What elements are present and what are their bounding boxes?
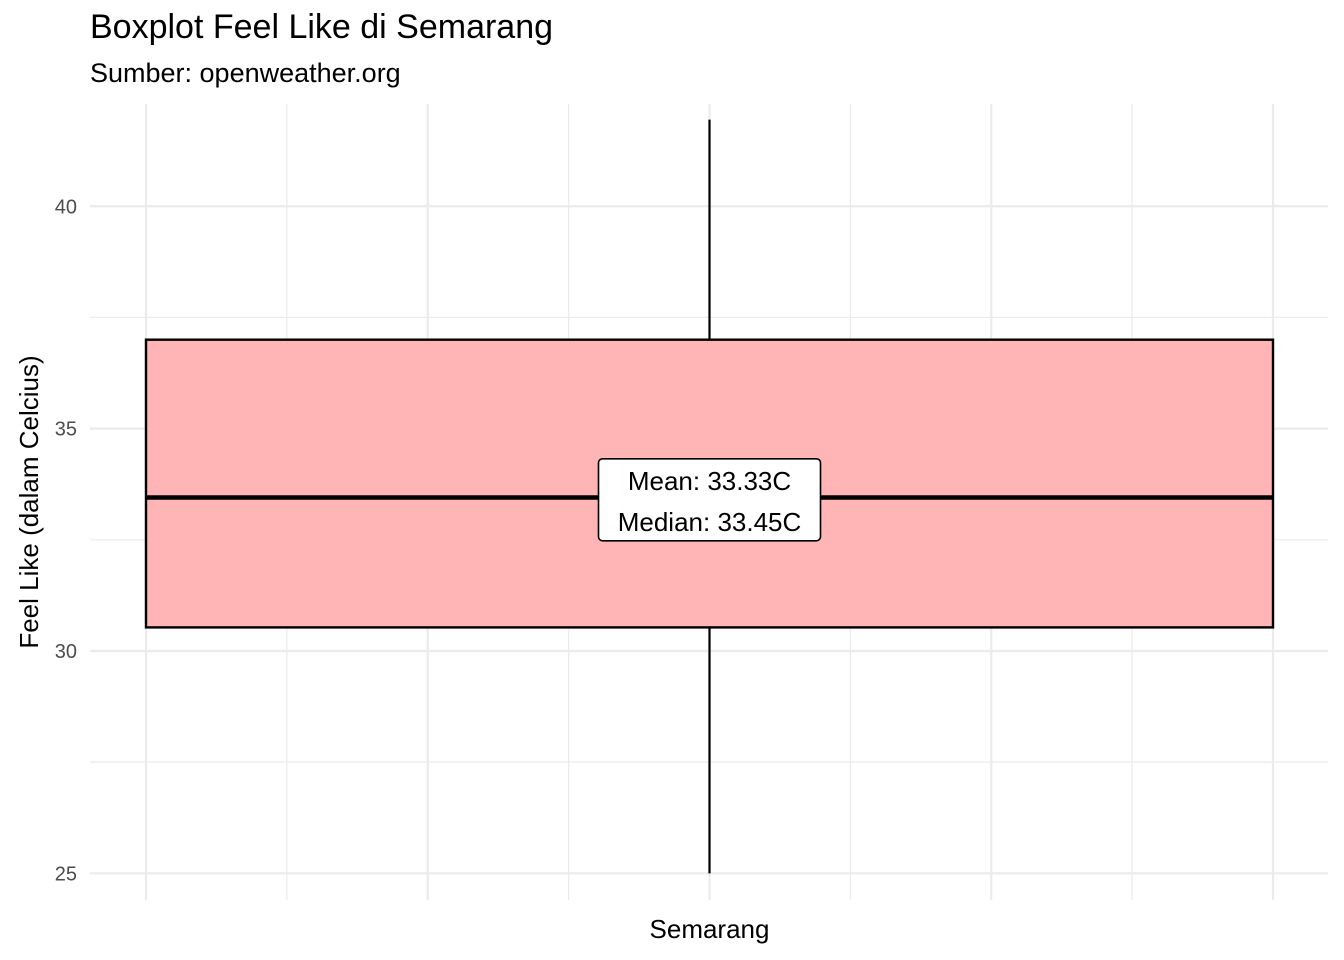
median-label: Median: 33.45C xyxy=(618,507,802,537)
mean-label: Mean: 33.33C xyxy=(628,466,791,496)
stat-labels: Mean: 33.33C Median: 33.45C xyxy=(597,457,822,542)
y-tick-label: 30 xyxy=(55,641,77,663)
stat-label-box xyxy=(597,457,822,542)
y-tick-label: 25 xyxy=(55,863,77,885)
chart-title: Boxplot Feel Like di Semarang xyxy=(90,8,554,46)
chart-subtitle: Sumber: openweather.org xyxy=(90,58,401,88)
y-tick-labels: 25 30 35 40 xyxy=(55,196,77,885)
x-axis-title: Semarang xyxy=(650,914,770,944)
y-tick-label: 40 xyxy=(55,196,77,218)
y-tick-label: 35 xyxy=(55,419,77,441)
y-axis-title: Feel Like (dalam Celcius) xyxy=(14,355,44,648)
